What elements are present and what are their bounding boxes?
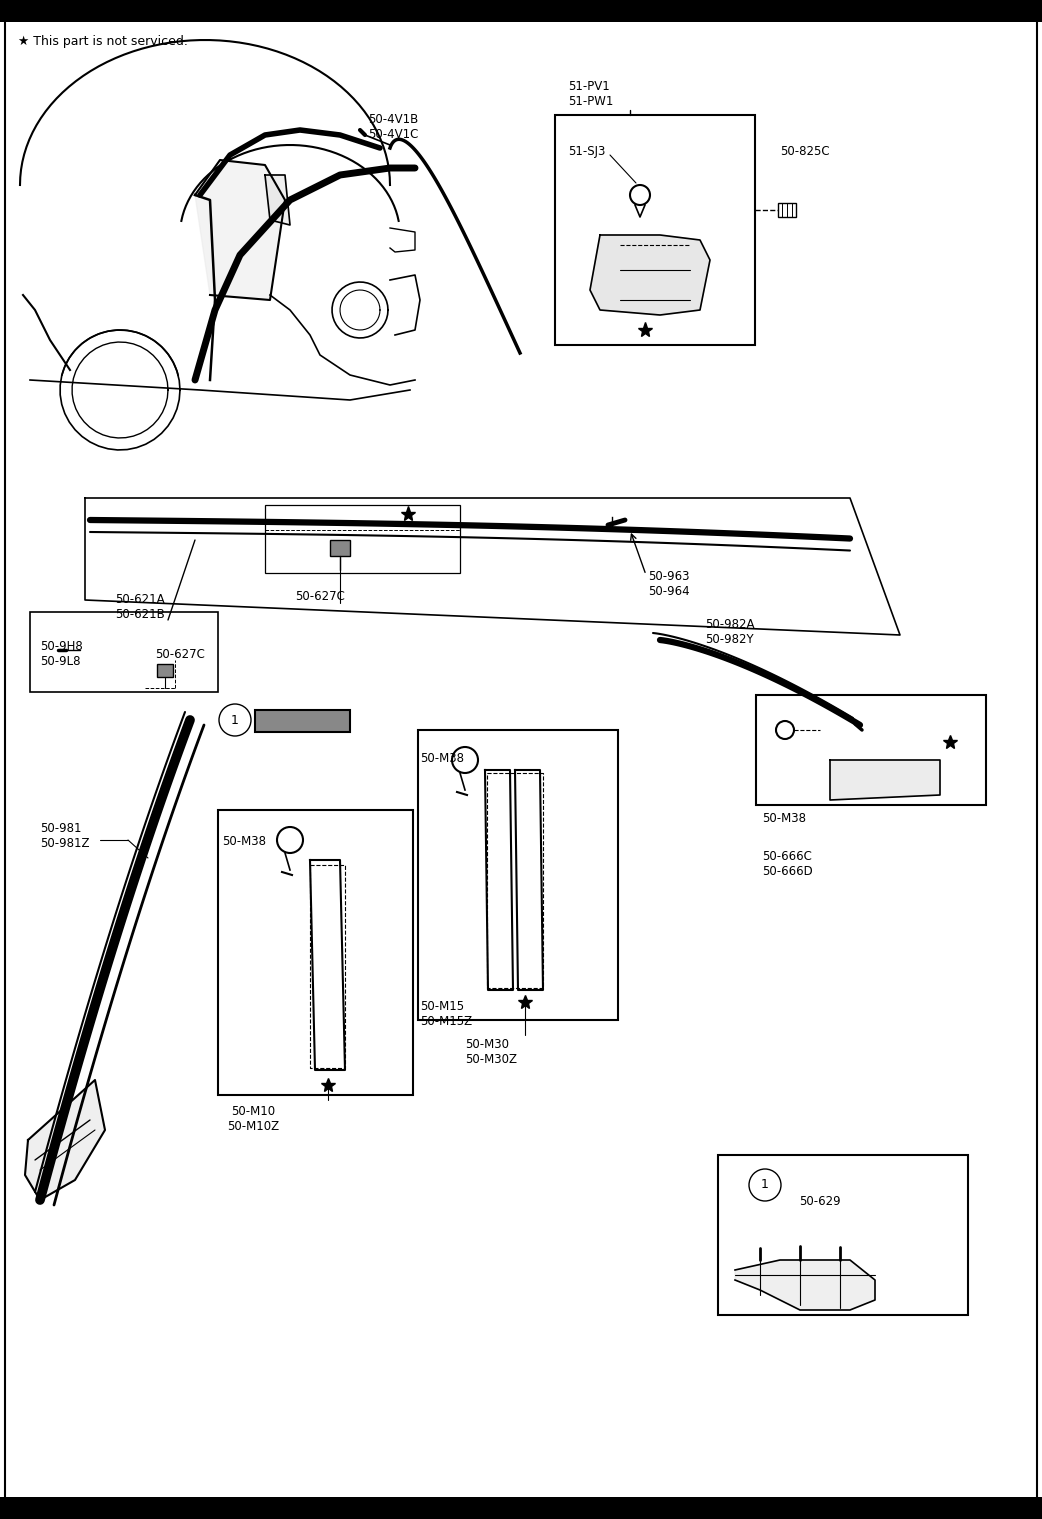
Bar [255,709,350,732]
Bar [30,612,218,693]
Text: 50-M38: 50-M38 [762,813,807,825]
Polygon shape [195,159,286,299]
Text: 1: 1 [231,714,239,726]
Bar [265,504,460,573]
Text: 50-M38: 50-M38 [420,752,464,766]
Bar [218,810,413,1095]
Bar [157,664,173,677]
Text: 50-621A
50-621B: 50-621A 50-621B [115,592,165,621]
Text: 50-825C: 50-825C [780,144,829,158]
Text: 50-981
50-981Z: 50-981 50-981Z [40,822,90,851]
Text: 50-963
50-964: 50-963 50-964 [648,570,690,598]
Bar [555,115,755,345]
Polygon shape [590,235,710,314]
Text: 50-627C: 50-627C [295,589,345,603]
Text: 50-4V1B
50-4V1C: 50-4V1B 50-4V1C [368,112,419,141]
Text: 50-629: 50-629 [799,1195,841,1208]
Polygon shape [830,760,940,801]
Text: 50-982A
50-982Y: 50-982A 50-982Y [705,618,754,646]
Bar [0,1498,1042,1519]
Text: 50-M15
50-M15Z: 50-M15 50-M15Z [420,1000,472,1028]
Text: 50-666C
50-666D: 50-666C 50-666D [762,851,813,878]
Bar [330,539,350,556]
Text: 50-M30
50-M30Z: 50-M30 50-M30Z [465,1037,517,1066]
Text: 51-SJ3: 51-SJ3 [568,144,605,158]
Bar [778,204,796,217]
Polygon shape [265,175,290,225]
Bar [418,731,618,1019]
Bar [756,696,986,805]
Polygon shape [25,1080,105,1200]
Text: 50-9H8
50-9L8: 50-9H8 50-9L8 [40,639,82,668]
Text: ★ This part is not serviced.: ★ This part is not serviced. [18,35,188,49]
Polygon shape [735,1259,875,1309]
Bar [718,1154,968,1315]
Text: 1: 1 [761,1179,769,1191]
Bar [0,0,1042,21]
Text: 50-M38: 50-M38 [222,835,266,848]
Text: 50-M10
50-M10Z: 50-M10 50-M10Z [227,1104,279,1133]
Circle shape [630,185,650,205]
Text: 50-627C: 50-627C [155,649,205,661]
Text: 51-PV1
51-PW1: 51-PV1 51-PW1 [568,81,614,108]
